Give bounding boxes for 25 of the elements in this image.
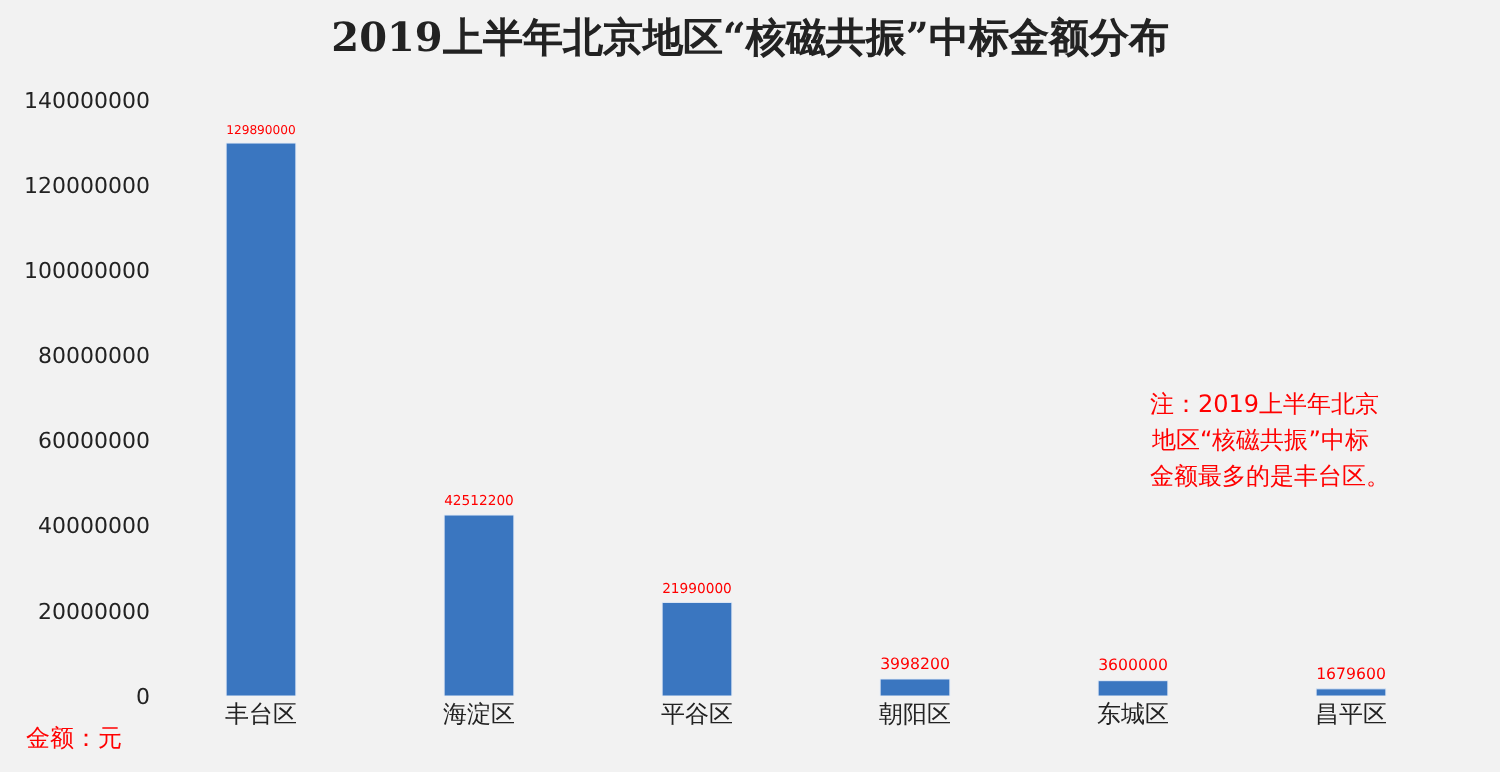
x-tick-label: 朝阳区 [879,700,951,728]
x-tick-label: 平谷区 [661,700,733,728]
annotation: 金额最多的是丰台区。 [1150,462,1390,490]
y-tick-label: 40000000 [38,513,150,540]
annotation: 注：2019上半年北京 [1150,390,1380,418]
x-tick-label: 丰台区 [225,700,297,728]
chart-title: 2019上半年北京地区“核磁共振”中标金额分布 [331,13,1169,62]
y-tick-label: 140000000 [24,87,150,114]
y-axis-title: 金额：元 [26,724,122,752]
annotation: 地区“核磁共振”中标 [1150,426,1369,454]
bar [661,601,733,696]
y-tick-label: 100000000 [24,257,150,284]
bar [879,678,951,696]
x-tick-label: 海淀区 [443,700,515,728]
y-tick-label: 80000000 [38,343,150,370]
y-tick-label: 60000000 [38,428,150,455]
y-tick-label: 20000000 [38,598,150,625]
bar [1097,680,1169,696]
y-tick-label: 0 [136,683,150,710]
x-tick-label: 昌平区 [1315,700,1387,728]
bar [225,142,297,696]
y-tick-label: 120000000 [24,172,150,199]
bar [443,514,515,696]
x-tick-label: 东城区 [1097,700,1169,728]
bar [1315,688,1387,696]
